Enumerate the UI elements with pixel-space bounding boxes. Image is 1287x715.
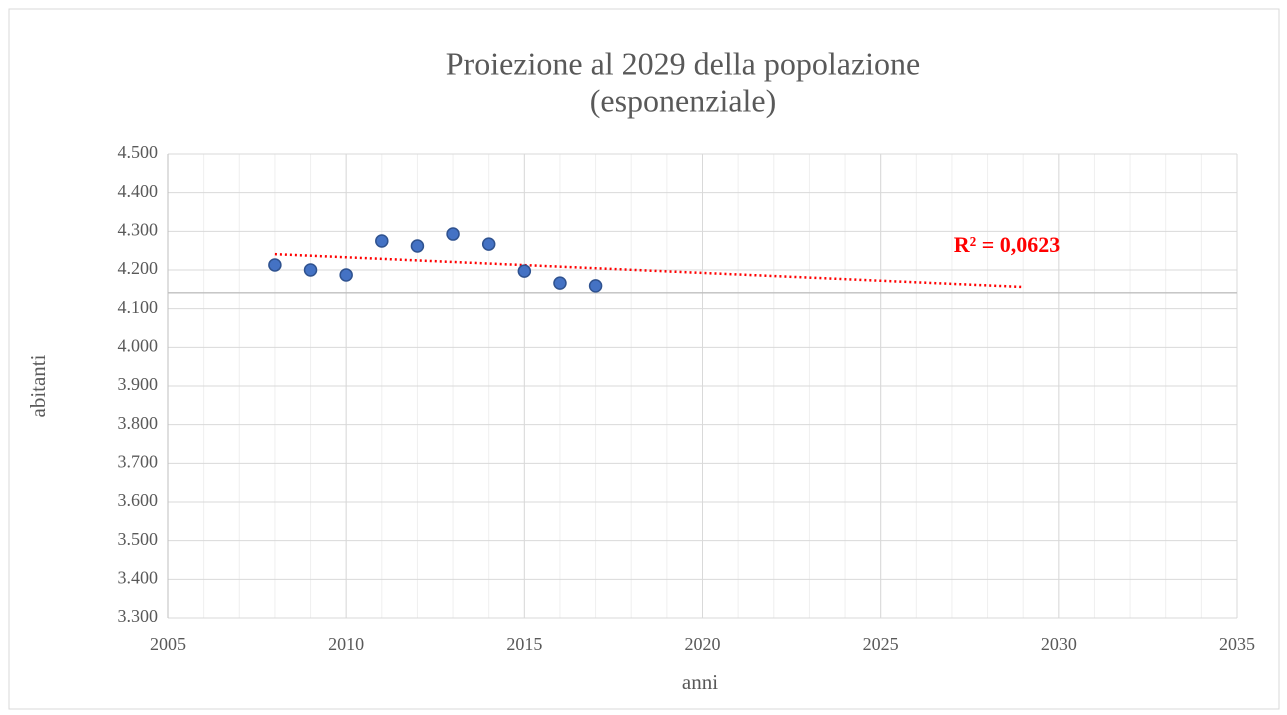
data-point [375,234,389,248]
chart-border [8,8,1280,710]
trendline-annotation: R² = 0,0623 [954,232,1061,257]
y-tick-label: 3.800 [118,413,159,433]
x-tick-label: 2005 [150,634,186,654]
data-point [410,239,425,253]
y-tick-label: 3.300 [118,606,159,626]
y-tick-label: 3.400 [118,567,159,587]
x-tick-label: 2030 [1041,634,1077,654]
y-tick-label: 4.400 [118,181,159,201]
y-tick-label: 4.200 [118,258,159,278]
y-tick-label: 4.000 [118,335,159,355]
data-point [481,237,496,251]
x-tick-label: 2010 [328,634,364,654]
chart-subtitle: (esponenziale) [590,82,777,118]
data-point [553,276,567,290]
x-tick-label: 2020 [685,634,721,654]
y-tick-label: 4.500 [118,142,159,162]
chart-title: Proiezione al 2029 della popolazione [446,45,921,81]
data-point [588,279,603,293]
x-tick-label: 2025 [863,634,899,654]
y-axis-label: abitanti [26,354,50,417]
y-tick-label: 4.300 [118,219,159,239]
data-point [268,258,282,272]
y-tick-label: 3.600 [118,490,159,510]
data-point [446,227,460,241]
data-point [303,263,318,277]
data-point [517,264,532,278]
y-tick-label: 3.500 [118,529,159,549]
y-tick-label: 3.900 [118,374,159,394]
x-tick-label: 2015 [506,634,542,654]
x-axis-label: anni [682,670,718,694]
x-tick-label: 2035 [1219,634,1255,654]
y-tick-label: 3.700 [118,451,159,471]
data-point [339,268,353,282]
y-tick-label: 4.100 [118,297,159,317]
